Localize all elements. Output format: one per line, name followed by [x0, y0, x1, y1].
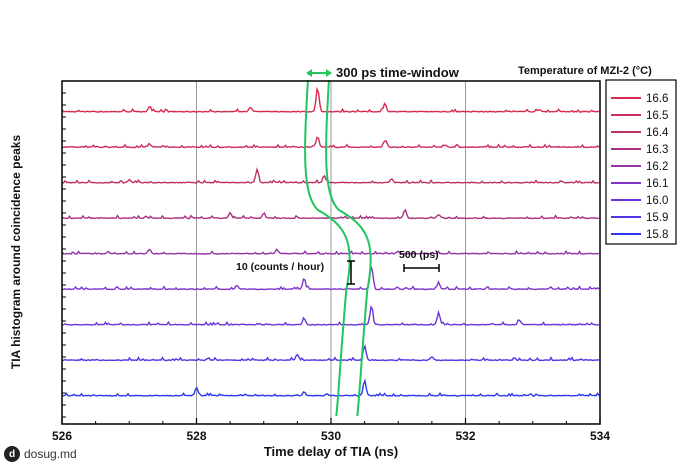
x-tick-label: 530: [321, 429, 341, 443]
x-tick-label: 526: [52, 429, 72, 443]
legend-label: 16.2: [646, 161, 668, 173]
legend-label: 15.8: [646, 229, 668, 241]
window-curve-right: [325, 79, 372, 417]
series-line: [61, 344, 600, 362]
legend-label: 16.6: [646, 93, 668, 105]
series-line: [61, 265, 600, 291]
grid-lines: [196, 81, 466, 424]
horizontal-scale-bar: 500 (ps): [399, 249, 440, 272]
watermark-text: dosug.md: [24, 447, 77, 461]
series-line: [61, 136, 600, 149]
y-axis-label: TIA histogram around coincidence peaks: [9, 135, 23, 370]
x-tick-label: 528: [186, 429, 206, 443]
x-tick-label: 534: [590, 429, 610, 443]
series-traces: [61, 86, 600, 397]
watermark: d dosug.md: [4, 445, 77, 463]
series-line: [61, 305, 600, 327]
series-line: [61, 378, 600, 397]
legend-label: 16.0: [646, 195, 668, 207]
time-window-annotation: 300 ps time-window: [306, 65, 460, 80]
vertical-scale-bar: 10 (counts / hour): [236, 260, 355, 285]
legend-label: 16.1: [646, 178, 668, 190]
vertical-scale-label: 10 (counts / hour): [236, 261, 324, 273]
horizontal-scale-label: 500 (ps): [399, 249, 439, 261]
legend-label: 16.4: [646, 127, 669, 139]
legend-items: 16.6 16.5 16.4 16.3 16.2 16.1 16.0 15.9 15.8: [611, 93, 669, 241]
series-line: [61, 248, 600, 255]
window-curve-left: [304, 79, 351, 417]
x-tick-marks: [61, 92, 601, 424]
watermark-logo-icon: d: [4, 446, 20, 462]
x-tick-labels: 526 528 530 532 534: [52, 429, 610, 443]
time-window-arrowhead-right: [326, 69, 332, 77]
legend-label: 15.9: [646, 212, 668, 224]
legend-title: Temperature of MZI-2 (°C): [518, 65, 652, 77]
legend-label: 16.3: [646, 144, 668, 156]
time-window-curves: [304, 79, 372, 417]
x-axis-label: Time delay of TIA (ns): [264, 444, 398, 459]
legend-label: 16.5: [646, 110, 668, 122]
x-tick-label: 532: [455, 429, 475, 443]
time-window-arrowhead-left: [306, 69, 312, 77]
time-window-label: 300 ps time-window: [336, 65, 460, 80]
series-line: [61, 166, 600, 184]
series-line: [61, 86, 600, 113]
